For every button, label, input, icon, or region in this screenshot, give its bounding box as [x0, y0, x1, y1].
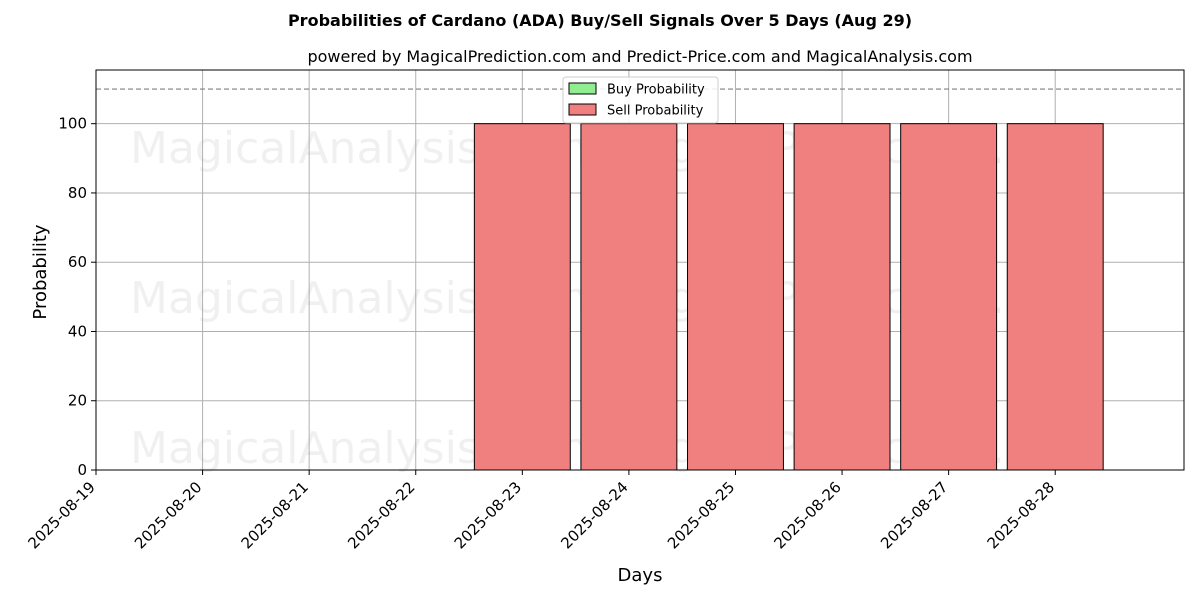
x-tick-label: 2025-08-28: [984, 478, 1058, 552]
x-tick-label: 2025-08-25: [664, 478, 738, 552]
chart-title: Probabilities of Cardano (ADA) Buy/Sell …: [288, 11, 912, 30]
x-tick-label: 2025-08-19: [24, 478, 98, 552]
legend-label-buy: Buy Probability: [607, 83, 705, 98]
y-tick-label: 40: [68, 322, 87, 340]
x-tick-label: 2025-08-26: [771, 478, 845, 552]
y-axis-label: Probability: [30, 224, 51, 319]
y-tick-label: 0: [77, 461, 87, 479]
legend: Buy Probability Sell Probability: [562, 76, 719, 124]
y-tick-label: 100: [58, 115, 87, 133]
legend-box: [562, 76, 719, 124]
x-tick-label: 2025-08-20: [131, 478, 205, 552]
y-tick-label: 20: [68, 392, 87, 410]
y-tick-label: 80: [68, 184, 87, 202]
legend-swatch-buy: [568, 82, 597, 95]
plot-frame: [95, 69, 1185, 471]
x-axis-label: Days: [618, 565, 663, 586]
x-tick-label: 2025-08-23: [451, 478, 525, 552]
legend-swatch-sell: [568, 103, 597, 116]
sell-bar: [473, 123, 571, 471]
sell-bar: [580, 123, 678, 471]
sell-bar: [793, 123, 891, 471]
x-tick-label: 2025-08-27: [877, 478, 951, 552]
legend-label-sell: Sell Probability: [607, 104, 704, 119]
chart-subtitle: powered by MagicalPrediction.com and Pre…: [307, 47, 972, 66]
x-tick-label: 2025-08-21: [238, 478, 312, 552]
bar-layer: [473, 123, 1104, 471]
x-tick-label: 2025-08-24: [557, 478, 631, 552]
sell-bar: [900, 123, 998, 471]
y-tick-label: 60: [68, 253, 87, 271]
sell-bar: [1006, 123, 1104, 471]
x-tick-label: 2025-08-22: [344, 478, 418, 552]
sell-bar: [687, 123, 784, 471]
